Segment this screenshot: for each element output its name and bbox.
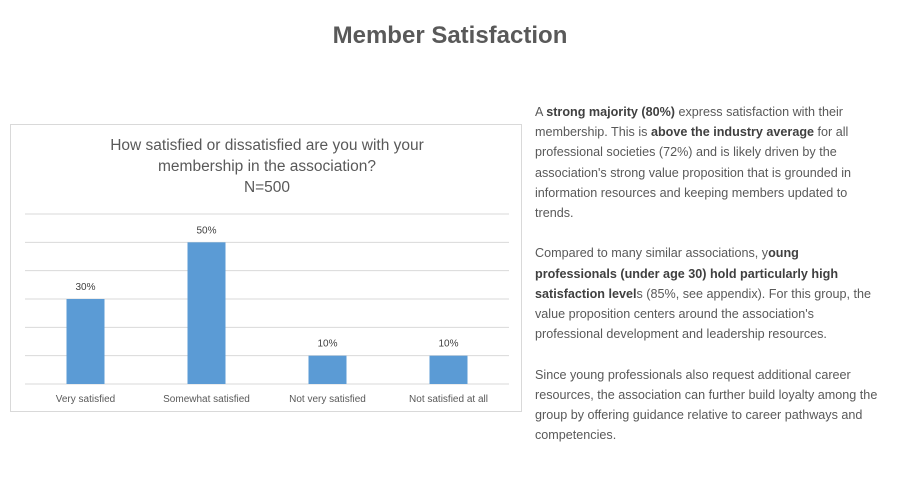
- text: s (85%, see appendix). For this group, t…: [535, 286, 872, 342]
- text: Compared to many similar associations, y: [535, 246, 769, 261]
- data-label: 50%: [196, 225, 216, 236]
- bar: [187, 242, 226, 384]
- paragraph-2: Compared to many similar associations, y…: [535, 243, 880, 344]
- bar: [429, 355, 468, 384]
- paragraph-3: Since young professionals also request a…: [535, 365, 880, 446]
- bar: [308, 355, 347, 384]
- page-title: Member Satisfaction: [332, 22, 568, 49]
- text: for all professional societies (72%) and…: [535, 125, 852, 221]
- paragraph-1: A strong majority (80%) express satisfac…: [535, 102, 880, 223]
- text: A: [535, 105, 547, 119]
- data-label: 10%: [438, 339, 458, 350]
- commentary: A strong majority (80%) express satisfac…: [535, 102, 880, 466]
- text: Since young professionals also request a…: [535, 367, 878, 443]
- bold-text: strong majority (80%): [546, 105, 675, 119]
- chart-title-line: How satisfied or dissatisfied are you wi…: [110, 137, 424, 154]
- bar: [66, 299, 105, 384]
- x-tick-label: Not very satisfied: [289, 394, 366, 405]
- bold-text: oung professionals (under age 30) hold p…: [535, 246, 839, 301]
- chart-title-line: membership in the association?: [158, 158, 376, 175]
- chart-title: How satisfied or dissatisfied are you wi…: [11, 135, 523, 198]
- x-tick-label: Somewhat satisfied: [163, 394, 250, 405]
- chart-plot: 30% Very satisfied 50% Somewhat satisfied 10…: [25, 213, 509, 405]
- data-label: 30%: [75, 282, 95, 293]
- x-tick-label: Not satisfied at all: [409, 394, 488, 405]
- text: express satisfaction with their membersh…: [535, 105, 843, 140]
- bar-chart: How satisfied or dissatisfied are you wi…: [10, 124, 522, 412]
- chart-subtitle: N=500: [243, 179, 291, 196]
- bold-text: above the industry average: [650, 125, 815, 140]
- x-tick-label: Very satisfied: [56, 394, 115, 405]
- data-label: 10%: [317, 339, 337, 350]
